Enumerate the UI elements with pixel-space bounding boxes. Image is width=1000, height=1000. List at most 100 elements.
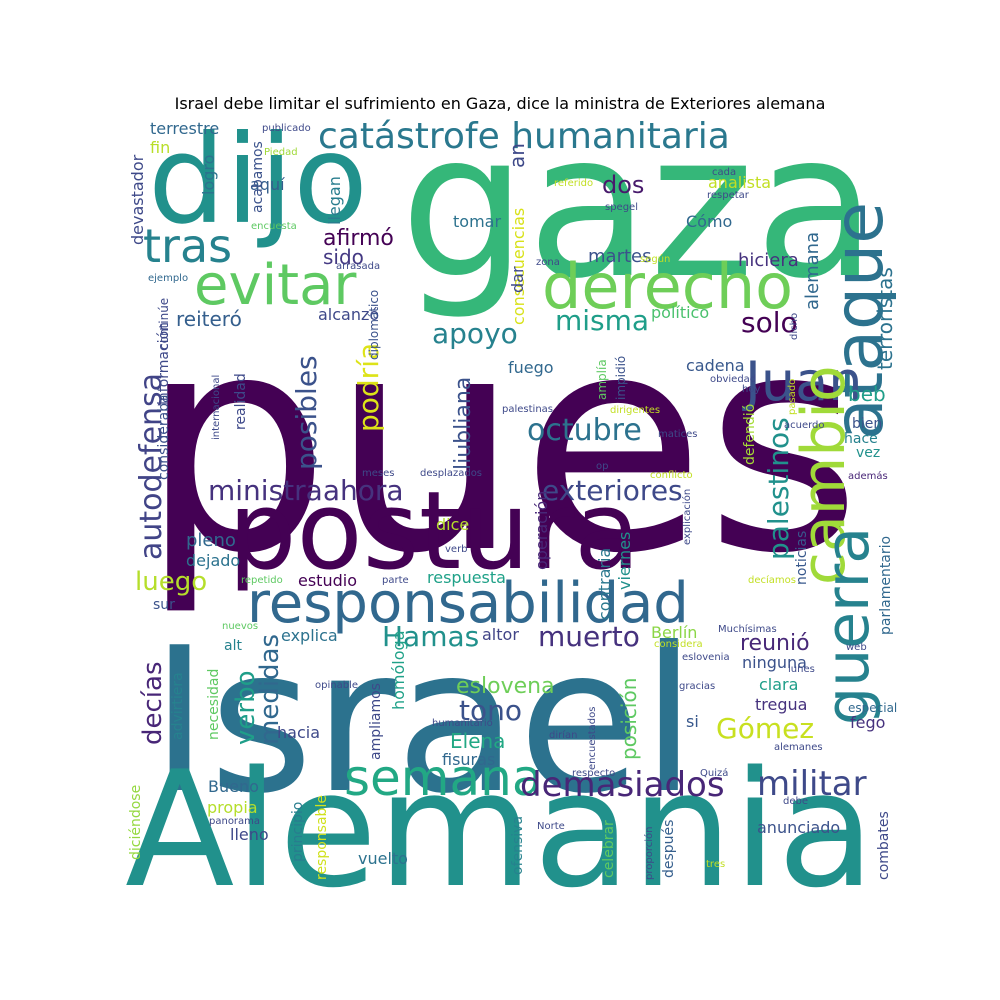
word-militar: militar [757, 764, 867, 804]
word-ataque: ataque [820, 202, 899, 440]
word-meses: meses [362, 468, 394, 479]
word-dirigentes: dirigentes [610, 405, 660, 416]
word-pleno: pleno [186, 530, 236, 551]
word-palestinos: palestinos [762, 417, 795, 560]
word-dirían: dirían [549, 729, 577, 741]
word-medidas: medidas [255, 634, 285, 745]
word-parte: parte [382, 575, 409, 586]
word-devastador: devastador [128, 154, 147, 245]
word-luego: luego [135, 567, 207, 597]
word-considera: considera [654, 639, 703, 650]
word-reiteró: reiteró [176, 307, 242, 331]
word-ampliamos: ampliamos [368, 683, 384, 760]
word-demasiados: demasiados [520, 765, 725, 805]
word-además: además [848, 470, 888, 482]
word-zona: zona [536, 257, 560, 268]
word-bien: bien [852, 416, 882, 432]
word-acabamos: acabamos [250, 141, 266, 213]
word-reunió: reunió [740, 631, 810, 656]
word-información: información [156, 322, 172, 405]
word-verbo: verbo [231, 671, 261, 745]
word-advirtiera: advirtiera [170, 672, 186, 740]
word-cada: cada [712, 167, 736, 178]
word-repetido: repetido [241, 575, 283, 586]
word-necesidad: necesidad [206, 669, 222, 740]
word-berlín: Berlín [651, 623, 697, 642]
word-respuesta: respuesta [427, 568, 506, 587]
word-consideraba: consideraba [156, 394, 172, 480]
word-dice: dice [436, 515, 469, 534]
word-octubre: octubre [527, 413, 642, 448]
word-martes: martes [588, 246, 651, 267]
word-ministraahora: ministraahora [208, 474, 404, 507]
word-político: político [651, 303, 709, 322]
word-principio: principio [290, 802, 306, 862]
word-hoy: hoy [742, 384, 760, 395]
word-hamas: Hamas [382, 620, 479, 653]
word-palestinas: palestinas [502, 404, 553, 415]
word-vuelto: vuelto [358, 849, 408, 868]
word-celebrar: celebrar [601, 820, 617, 878]
word-eslovenia: eslovenia [682, 652, 730, 663]
word-estudio: estudio [298, 571, 357, 590]
word-alemania: Alemania [125, 736, 875, 923]
word-hiciera: hiciera [738, 250, 799, 271]
word-cambio: cambio [789, 365, 859, 585]
word-piedad: Piedad [264, 147, 298, 158]
word-matices: matices [658, 429, 697, 440]
word-gómez: Gómez [716, 712, 814, 745]
word-fuego: fuego [508, 358, 554, 377]
word-tregua: tregua [755, 695, 807, 714]
word-diciéndose: diciéndose [128, 785, 144, 860]
word-combates: combates [876, 811, 892, 880]
word-pasado: pasado [787, 379, 798, 415]
word-encuesta: encuesta [251, 221, 297, 232]
word-responsabilidad: responsabilidad [247, 571, 689, 636]
word-muchísimas: Muchísimas [718, 623, 777, 635]
word-ejemplo: ejemplo [148, 273, 188, 284]
word-sido: sido [323, 245, 364, 269]
word-viernes: viernes [615, 532, 634, 590]
word-israel: Israel [150, 605, 697, 838]
word-desplazados: desplazados [420, 468, 482, 479]
word-acuerdo: acuerdo [784, 420, 825, 431]
word-panorama: panorama [209, 816, 260, 827]
word-tomar: tomar [453, 212, 501, 231]
word-analista: analista [708, 173, 771, 192]
word-ninguna: ninguna [742, 653, 807, 672]
word-tres: tres [706, 859, 725, 870]
word-alemanes: alemanes [774, 742, 823, 753]
word-respecto: respecto [572, 768, 615, 779]
word-postura: postura [228, 469, 640, 594]
word-debe: debe [783, 796, 808, 807]
word-nuevos: nuevos [222, 621, 258, 632]
word-apoyo: apoyo [432, 317, 518, 350]
word-altor: altor [482, 625, 519, 644]
word-según: según [640, 253, 670, 265]
word-explica: explica [281, 626, 338, 645]
chart-title: Israel debe limitar el sufrimiento en Ga… [174, 94, 826, 113]
word-responsable: responsable [314, 795, 330, 880]
word-llegan: llegan [325, 176, 344, 225]
word-elena: Elena [450, 729, 505, 753]
word-cadena: cadena [686, 356, 745, 375]
word-evitar: evitar [194, 253, 357, 318]
word-vez: vez [856, 445, 880, 461]
word-derecho: derecho [542, 250, 793, 323]
word-opinable: opinable [315, 680, 358, 691]
word-juan: Juan [742, 350, 862, 413]
word-hacia: hacia [277, 723, 320, 742]
word-posición: posición [617, 678, 641, 760]
word-posibles: posibles [290, 355, 323, 470]
word-decíamos: decíamos [748, 574, 796, 586]
word-fego: fego [850, 713, 885, 732]
word-anunciado: anunciado [757, 818, 840, 837]
word-decías: decías [138, 662, 168, 746]
word-terroristas: terroristas [873, 267, 897, 370]
word-amplía: amplía [595, 359, 609, 400]
word-fisuras: fisuras [442, 750, 495, 769]
word-hace: hace [844, 431, 878, 447]
word-lleno: lleno [230, 825, 269, 844]
word-humanitario: humanitario [432, 718, 493, 729]
word-quizá: Quizá [700, 767, 728, 779]
